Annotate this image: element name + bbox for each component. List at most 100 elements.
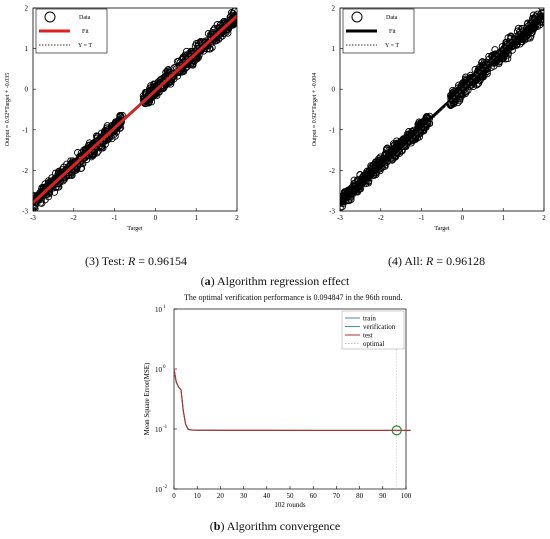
data-point: [144, 93, 152, 101]
x-tick-label: 10: [194, 492, 202, 500]
data-point: [524, 34, 532, 42]
x-tick-label: 1: [501, 214, 505, 222]
data-point: [147, 83, 155, 92]
data-point: [177, 68, 186, 76]
caption-test: (3) Test: R = 0.96154: [85, 254, 188, 268]
y-tick-label: -2: [329, 167, 335, 175]
caption-all: (4) All: R = 0.96128: [388, 254, 486, 268]
x-tick-label: -1: [419, 214, 425, 222]
x-tick-label: 90: [379, 492, 387, 500]
y-tick-label: 10: [155, 306, 163, 314]
x-tick-label: -2: [71, 214, 77, 222]
data-point: [507, 32, 515, 40]
data-point: [381, 155, 390, 163]
data-point: [192, 49, 200, 57]
y-tick-label: -2: [22, 167, 28, 175]
x-tick-label: 70: [333, 492, 341, 500]
y-tick-label: -1: [22, 126, 28, 134]
x-tick-label: 100: [401, 492, 412, 500]
legend-fit-label: Fit: [389, 29, 396, 35]
x-tick-label: 2: [542, 214, 546, 222]
legend-label-train: train: [363, 315, 376, 323]
x-tick-label: 40: [263, 492, 271, 500]
data-point: [60, 175, 68, 184]
plot-frame: [339, 7, 545, 212]
x-tick-label: -3: [30, 214, 36, 222]
x-tick-label: 0: [154, 214, 158, 222]
y-tick-label: 0: [25, 86, 29, 94]
legend-data-marker: [44, 11, 56, 23]
fit-line: [340, 13, 544, 203]
y-tick-label: 1: [332, 45, 336, 53]
data-point: [395, 149, 404, 157]
data-point: [94, 147, 102, 155]
x-axis-label: Target: [127, 226, 142, 232]
data-point: [461, 75, 470, 83]
data-point: [474, 80, 482, 88]
best-point-marker: [391, 425, 402, 436]
data-point: [108, 134, 116, 143]
data-point: [93, 133, 102, 141]
y-tick-label: 2: [25, 5, 29, 13]
y-tick-label: -1: [329, 126, 335, 134]
data-point: [154, 78, 162, 86]
data-point: [523, 20, 532, 28]
legend-data-label: Data: [386, 15, 398, 21]
y-tick-exponent: 1: [163, 305, 166, 310]
data-point: [369, 166, 378, 175]
y-tick-label: -3: [329, 208, 335, 216]
regression-plot-test: -3 -2 -1 0 1 2 -3 -2 -1 0 1 2 Target Output ≈ 0.92*Ta…: [5, 5, 239, 233]
data-point: [473, 81, 481, 89]
data-point: [414, 125, 423, 133]
x-tick-label: 20: [217, 492, 225, 500]
y-tick-label: 10: [155, 426, 163, 434]
x-tick-label: 2: [235, 214, 239, 222]
data-point: [490, 62, 498, 70]
data-point: [59, 177, 67, 185]
legend-label-test: test: [363, 332, 373, 340]
subcaption-b: (b) Algorithm convergence: [209, 519, 341, 533]
y-tick-label: 10: [155, 366, 163, 374]
data-point: [118, 111, 126, 120]
convergence-title: The optimal verification performance is …: [184, 293, 403, 302]
x-tick-label: 30: [240, 492, 248, 500]
data-point: [203, 45, 211, 53]
subcaption-a: (a) Algorithm regression effect: [200, 274, 350, 288]
x-tick-label: 60: [310, 492, 318, 500]
x-tick-label: -1: [112, 214, 118, 222]
y-axis-label: Mean Square Error(MSE): [143, 362, 151, 435]
data-point: [44, 177, 53, 185]
legend-data-label: Data: [79, 15, 91, 21]
x-tick-label: 1: [194, 214, 198, 222]
y-tick-exponent: -2: [163, 485, 168, 490]
data-point: [395, 144, 403, 152]
y-tick-label: -3: [22, 208, 28, 216]
y-axis-label: Output ≈ 0.92*Target + -0.004: [312, 73, 318, 146]
x-tick-label: -3: [337, 214, 343, 222]
data-point: [376, 153, 385, 161]
data-point: [411, 134, 419, 143]
y-tick-exponent: -1: [163, 425, 168, 430]
data-point: [107, 126, 116, 134]
data-point: [44, 193, 53, 201]
data-point: [162, 68, 170, 76]
data-point: [390, 148, 398, 156]
y-tick-label: 0: [332, 86, 336, 94]
legend-label-verification: verification: [363, 323, 396, 331]
data-point: [478, 59, 486, 67]
regression-plot-all: -3 -2 -1 0 1 2 -3 -2 -1 0 1 2 Target Output ≈ 0.92*Ta…: [312, 5, 546, 233]
x-tick-label: 50: [287, 492, 295, 500]
data-point: [67, 157, 75, 165]
legend-fit-label: Fit: [82, 29, 89, 35]
data-point: [447, 101, 455, 109]
legend-yt-label: Y = T: [385, 43, 399, 49]
data-point: [485, 52, 493, 61]
data-point: [175, 57, 183, 65]
legend-box: [341, 310, 405, 350]
x-axis-label: Target: [434, 226, 449, 232]
data-point: [77, 164, 86, 172]
y-tick-label: 10: [155, 486, 163, 494]
legend-data-marker: [351, 11, 363, 23]
x-tick-label: 0: [172, 492, 176, 500]
